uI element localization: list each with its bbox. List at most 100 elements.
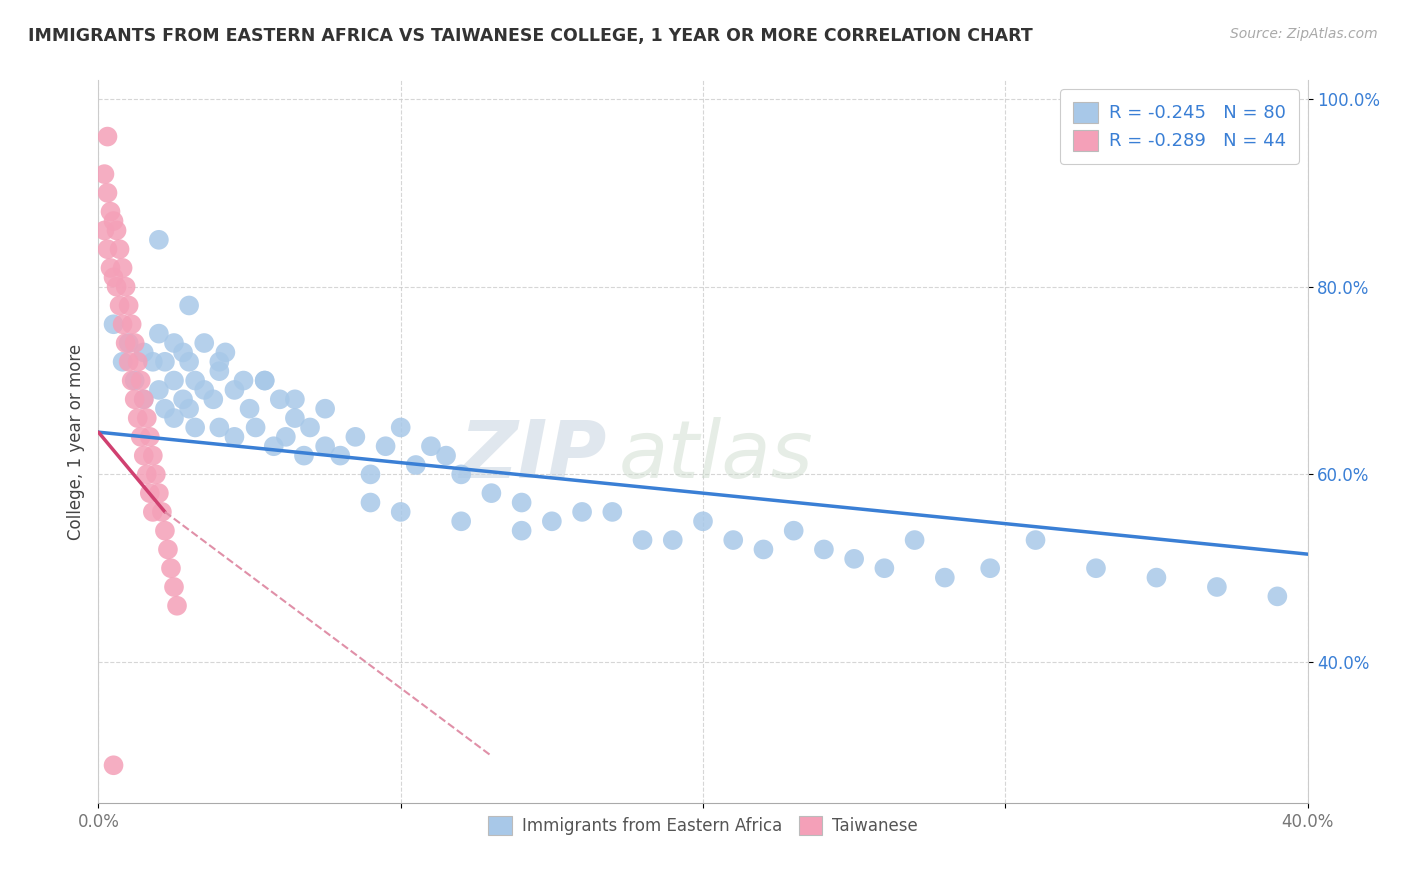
Point — [114, 336, 136, 351]
Point — [208, 355, 231, 369]
Point — [208, 364, 231, 378]
Text: Source: ZipAtlas.com: Source: ZipAtlas.com — [1230, 27, 1378, 41]
Point — [105, 279, 128, 293]
Point — [752, 542, 775, 557]
Point — [103, 270, 125, 285]
Point — [661, 533, 683, 547]
Point — [114, 279, 136, 293]
Point — [224, 430, 246, 444]
Point — [344, 430, 367, 444]
Point — [150, 505, 173, 519]
Y-axis label: College, 1 year or more: College, 1 year or more — [66, 343, 84, 540]
Point — [208, 420, 231, 434]
Point — [813, 542, 835, 557]
Point — [1024, 533, 1046, 547]
Point — [269, 392, 291, 407]
Point — [111, 260, 134, 275]
Legend: Immigrants from Eastern Africa, Taiwanese: Immigrants from Eastern Africa, Taiwanes… — [478, 805, 928, 845]
Point — [934, 571, 956, 585]
Point — [148, 383, 170, 397]
Point — [232, 374, 254, 388]
Point — [329, 449, 352, 463]
Point — [172, 392, 194, 407]
Point — [153, 355, 176, 369]
Point — [124, 374, 146, 388]
Point — [118, 336, 141, 351]
Point — [844, 551, 866, 566]
Point — [103, 214, 125, 228]
Point — [434, 449, 457, 463]
Point — [103, 758, 125, 772]
Point — [450, 514, 472, 528]
Point — [172, 345, 194, 359]
Point — [148, 486, 170, 500]
Point — [299, 420, 322, 434]
Point — [124, 392, 146, 407]
Point — [360, 495, 382, 509]
Text: ZIP: ZIP — [458, 417, 606, 495]
Text: atlas: atlas — [619, 417, 813, 495]
Point — [148, 326, 170, 341]
Point — [105, 223, 128, 237]
Point — [163, 374, 186, 388]
Point — [193, 383, 215, 397]
Point — [253, 374, 276, 388]
Point — [148, 233, 170, 247]
Point — [111, 318, 134, 332]
Point — [132, 449, 155, 463]
Point — [142, 355, 165, 369]
Point — [100, 260, 122, 275]
Point — [979, 561, 1001, 575]
Point — [96, 129, 118, 144]
Point — [108, 298, 131, 312]
Point — [360, 467, 382, 482]
Point — [873, 561, 896, 575]
Point — [450, 467, 472, 482]
Point — [121, 318, 143, 332]
Point — [93, 167, 115, 181]
Point — [1144, 571, 1167, 585]
Point — [263, 439, 285, 453]
Point — [127, 355, 149, 369]
Point — [96, 186, 118, 200]
Point — [135, 411, 157, 425]
Point — [132, 392, 155, 407]
Point — [118, 298, 141, 312]
Point — [142, 449, 165, 463]
Point — [284, 392, 307, 407]
Point — [108, 242, 131, 256]
Point — [202, 392, 225, 407]
Point — [314, 401, 336, 416]
Point — [179, 401, 201, 416]
Point — [153, 401, 176, 416]
Point — [132, 345, 155, 359]
Point — [127, 411, 149, 425]
Point — [510, 524, 533, 538]
Point — [135, 467, 157, 482]
Point — [100, 204, 122, 219]
Point — [1267, 590, 1289, 604]
Point — [253, 374, 276, 388]
Point — [163, 580, 186, 594]
Point — [166, 599, 188, 613]
Point — [284, 411, 307, 425]
Point — [103, 318, 125, 332]
Point — [129, 374, 152, 388]
Point — [121, 374, 143, 388]
Point — [142, 505, 165, 519]
Point — [214, 345, 236, 359]
Point — [602, 505, 624, 519]
Point — [132, 392, 155, 407]
Point — [111, 355, 134, 369]
Point — [224, 383, 246, 397]
Point — [389, 505, 412, 519]
Point — [153, 524, 176, 538]
Point — [783, 524, 806, 538]
Point — [93, 223, 115, 237]
Point — [723, 533, 745, 547]
Point — [374, 439, 396, 453]
Point — [184, 420, 207, 434]
Point — [124, 336, 146, 351]
Point — [139, 486, 162, 500]
Point — [481, 486, 503, 500]
